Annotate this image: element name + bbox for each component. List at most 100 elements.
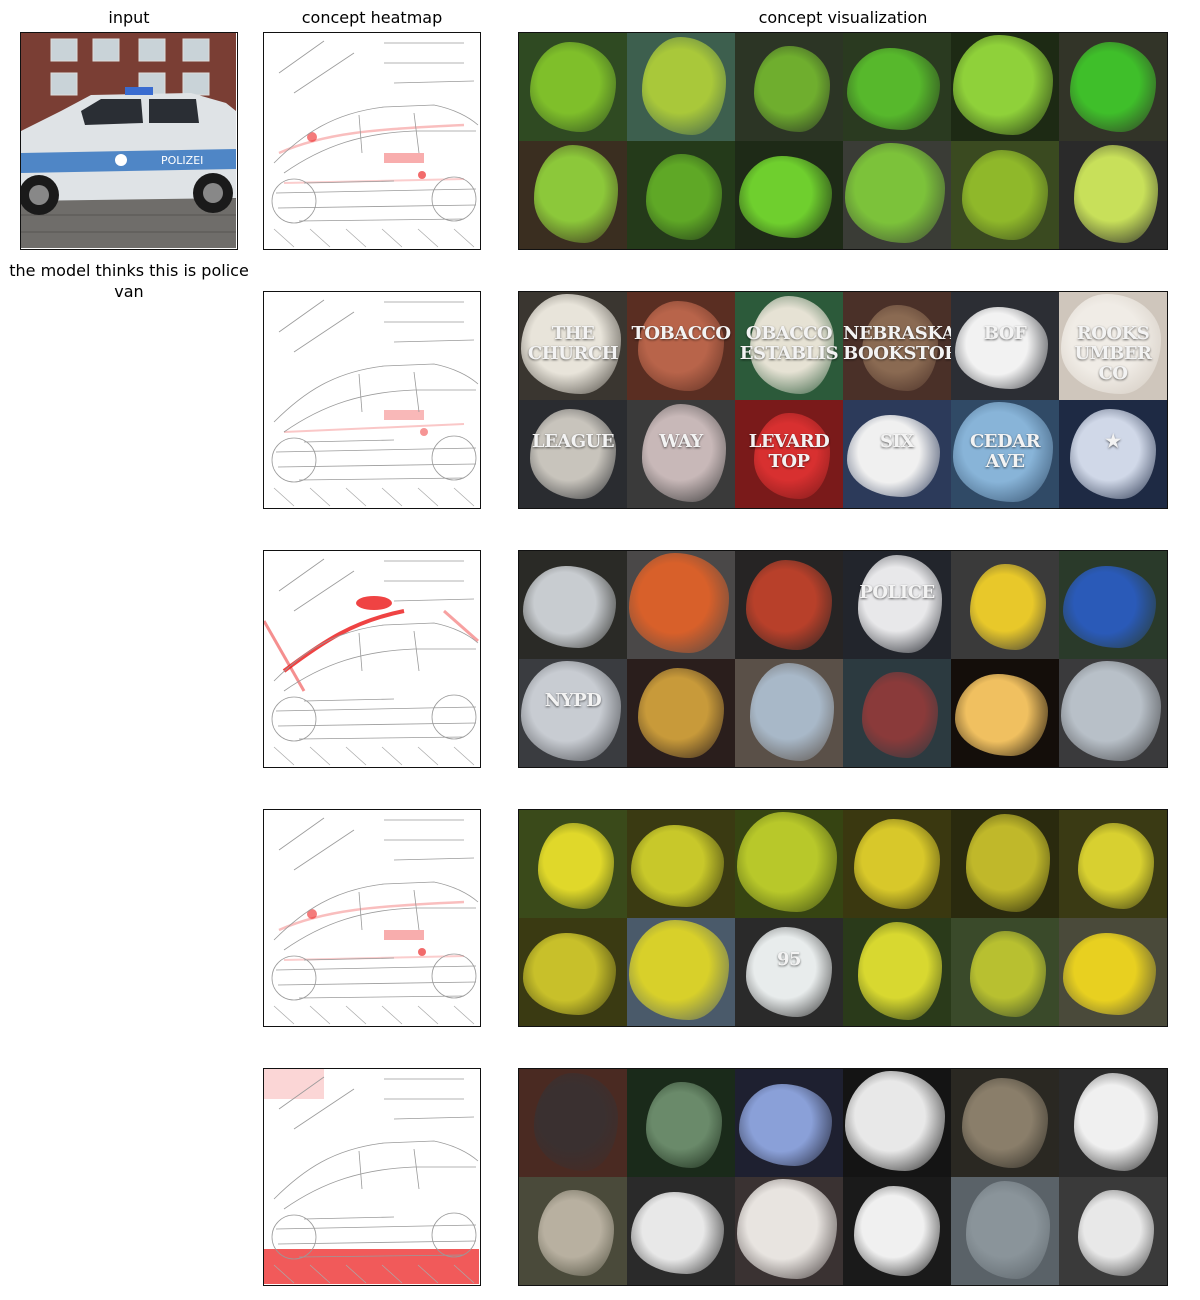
tile-text: ★ bbox=[1105, 431, 1121, 453]
concept-region bbox=[529, 41, 617, 133]
heatmap-overlay bbox=[264, 292, 479, 507]
concept-example-tile bbox=[627, 659, 735, 767]
concept-region bbox=[631, 1192, 725, 1275]
concept-region bbox=[1074, 145, 1159, 243]
concept-region bbox=[961, 149, 1049, 241]
concept-region bbox=[1063, 933, 1157, 1016]
tile-text: NEBRASKA BOOKSTORE bbox=[843, 323, 951, 365]
concept-heatmap bbox=[263, 809, 481, 1027]
concept-region bbox=[745, 926, 833, 1018]
concept-region bbox=[1069, 41, 1157, 133]
concept-region bbox=[966, 814, 1051, 912]
concept-example-tile bbox=[1059, 551, 1167, 659]
concept-example-tile bbox=[627, 1177, 735, 1285]
concept-region bbox=[955, 674, 1049, 757]
concept-example-tile bbox=[627, 141, 735, 249]
concept-region bbox=[637, 667, 725, 759]
concept-example-tile: ROOKS UMBER CO bbox=[1059, 292, 1167, 400]
concept-example-tile bbox=[843, 1177, 951, 1285]
concept-region bbox=[737, 812, 837, 912]
concept-region bbox=[646, 1081, 723, 1169]
concept-example-tile bbox=[843, 1069, 951, 1177]
concept-visualization-grid bbox=[518, 32, 1168, 250]
prediction-caption: the model thinks this is police van bbox=[9, 261, 249, 301]
concept-region bbox=[961, 1077, 1049, 1169]
car-door-text: POLIZEI bbox=[161, 154, 203, 167]
input-image: POLIZEI bbox=[20, 32, 238, 250]
concept-example-tile bbox=[735, 1177, 843, 1285]
heatmap-overlay bbox=[264, 1069, 479, 1284]
concept-example-tile bbox=[519, 551, 627, 659]
concept-region bbox=[739, 1084, 833, 1167]
concept-region bbox=[642, 37, 727, 135]
concept-visualization-grid: THE CHURCH TOBACCO OBACCO ESTABLIS NEBRASKA… bbox=[518, 291, 1168, 509]
tile-text: TOBACCO bbox=[631, 323, 731, 345]
concept-example-tile bbox=[951, 33, 1059, 141]
tile-text: THE CHURCH bbox=[527, 323, 619, 365]
concept-example-tile bbox=[951, 1069, 1059, 1177]
concept-example-tile: 95 bbox=[735, 918, 843, 1026]
concept-example-tile bbox=[735, 141, 843, 249]
concept-example-tile: THE CHURCH bbox=[519, 292, 627, 400]
concept-example-tile bbox=[735, 659, 843, 767]
concept-example-tile bbox=[951, 659, 1059, 767]
concept-region bbox=[629, 553, 729, 653]
concept-region bbox=[739, 156, 833, 239]
tile-text: LEVARD TOP bbox=[748, 431, 830, 473]
concept-region bbox=[970, 930, 1047, 1018]
concept-region bbox=[953, 35, 1053, 135]
concept-region bbox=[1063, 566, 1157, 649]
concept-heatmap bbox=[263, 550, 481, 768]
concept-region bbox=[953, 402, 1053, 502]
tile-text: BOF bbox=[983, 323, 1027, 345]
concept-region bbox=[631, 825, 725, 908]
concept-example-tile bbox=[519, 1177, 627, 1285]
concept-region bbox=[646, 153, 723, 241]
concept-region bbox=[629, 920, 729, 1020]
tile-text: WAY bbox=[659, 431, 703, 453]
concept-region bbox=[523, 933, 617, 1016]
concept-example-tile bbox=[951, 918, 1059, 1026]
concept-example-tile bbox=[951, 551, 1059, 659]
concept-example-tile: WAY bbox=[627, 400, 735, 508]
concept-region bbox=[847, 415, 941, 498]
concept-example-tile: NEBRASKA BOOKSTORE bbox=[843, 292, 951, 400]
heatmap-overlay bbox=[264, 810, 479, 1025]
concept-region bbox=[534, 145, 619, 243]
concept-example-tile bbox=[627, 918, 735, 1026]
concept-region bbox=[862, 671, 939, 759]
concept-example-tile bbox=[627, 551, 735, 659]
tile-text: NYPD bbox=[544, 690, 602, 712]
concept-visualization-grid: 95 bbox=[518, 809, 1168, 1027]
concept-example-tile: BOF bbox=[951, 292, 1059, 400]
concept-region bbox=[858, 555, 943, 653]
concept-region bbox=[534, 1073, 619, 1171]
concept-region bbox=[642, 404, 727, 502]
concept-region bbox=[955, 307, 1049, 390]
concept-example-tile: OBACCO ESTABLIS bbox=[735, 292, 843, 400]
concept-example-tile: TOBACCO bbox=[627, 292, 735, 400]
concept-visualization-grid: POLICE NYPD bbox=[518, 550, 1168, 768]
concept-example-tile: LEAGUE bbox=[519, 400, 627, 508]
concept-example-tile: CEDAR AVE bbox=[951, 400, 1059, 508]
concept-region bbox=[853, 818, 941, 910]
concept-example-tile bbox=[1059, 1177, 1167, 1285]
concept-example-tile bbox=[735, 33, 843, 141]
concept-example-tile bbox=[951, 141, 1059, 249]
concept-example-tile: LEVARD TOP bbox=[735, 400, 843, 508]
concept-region bbox=[637, 300, 725, 392]
concept-region bbox=[862, 304, 939, 392]
concept-example-tile bbox=[1059, 659, 1167, 767]
concept-region bbox=[1061, 294, 1161, 394]
concept-example-tile: SIX bbox=[843, 400, 951, 508]
concept-region bbox=[754, 45, 831, 133]
concept-region bbox=[1078, 822, 1155, 910]
concept-example-tile bbox=[1059, 918, 1167, 1026]
concept-example-tile: NYPD bbox=[519, 659, 627, 767]
concept-region bbox=[737, 1179, 837, 1279]
concept-example-tile bbox=[843, 918, 951, 1026]
tile-text: 95 bbox=[776, 949, 802, 971]
concept-heatmap bbox=[263, 291, 481, 509]
concept-visualization-grid bbox=[518, 1068, 1168, 1286]
tile-text: OBACCO ESTABLIS bbox=[739, 323, 839, 365]
